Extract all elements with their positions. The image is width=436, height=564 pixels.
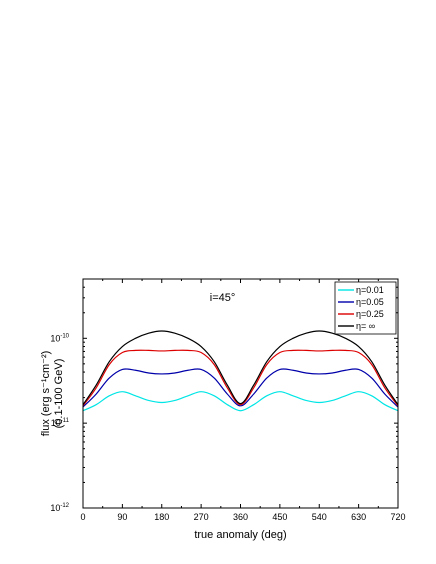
x-tick-label: 720: [390, 512, 405, 522]
plot-frame: [82, 278, 399, 509]
series-line-2: [82, 368, 399, 408]
legend-label: η=0.01: [356, 285, 384, 295]
x-axis-label: true anomaly (deg): [194, 529, 286, 541]
legend-label: η= ∞: [356, 321, 375, 331]
chart-series: [82, 330, 399, 412]
legend-label: η=0.05: [356, 297, 384, 307]
series-line-3: [82, 349, 399, 407]
x-tick-label: 0: [80, 512, 85, 522]
series-line-1: [82, 391, 399, 412]
y-tick-label: 10-10: [50, 333, 69, 343]
x-tick-label: 270: [194, 512, 209, 522]
legend: η=0.01 η=0.05 η=0.25 η= ∞: [334, 281, 397, 335]
chart-ticks: 0 90 180 270 360 450 540 630 720 10-12 10-11 10-10: [50, 278, 406, 522]
y-axis-label-range: (0.1-100 GeV): [53, 359, 65, 429]
x-tick-label: 180: [154, 512, 169, 522]
y-tick-label: 10-11: [51, 418, 70, 428]
x-tick-label: 360: [233, 512, 248, 522]
x-tick-label: 450: [272, 512, 287, 522]
y-tick-label: 10-12: [50, 503, 69, 513]
series-line-4: [82, 330, 399, 406]
y-axis-label: flux (erg s⁻¹cm⁻²): [40, 351, 52, 437]
inclination-annotation: i=45°: [210, 292, 236, 304]
legend-label: η=0.25: [356, 309, 384, 319]
x-tick-label: 630: [351, 512, 366, 522]
x-tick-label: 90: [117, 512, 127, 522]
x-tick-label: 540: [312, 512, 327, 522]
